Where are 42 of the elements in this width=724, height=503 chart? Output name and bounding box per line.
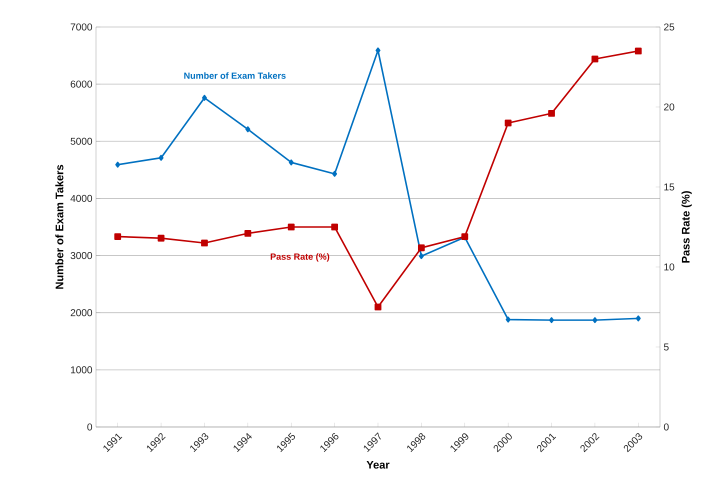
point xyxy=(549,317,554,324)
y-tick-label: 6000 xyxy=(70,80,92,88)
point xyxy=(288,224,295,230)
point xyxy=(506,316,511,323)
y2-tick-label: 0 xyxy=(664,423,669,431)
point xyxy=(114,233,122,240)
point xyxy=(548,110,555,117)
y-tick-label: 3000 xyxy=(70,252,92,260)
point xyxy=(115,162,120,168)
point xyxy=(418,244,425,252)
y2-tick-label: 20 xyxy=(664,103,674,111)
point xyxy=(374,304,382,310)
point xyxy=(158,234,164,242)
y-axis-title: Number of Exam Takers xyxy=(55,164,64,289)
y2-tick-label: 10 xyxy=(664,263,674,271)
point xyxy=(504,120,512,126)
y-tick-label: 7000 xyxy=(70,23,92,31)
y-tick-label: 1000 xyxy=(70,366,92,374)
point xyxy=(245,126,250,132)
y2-tick-label: 15 xyxy=(664,183,674,190)
point xyxy=(288,159,294,166)
point xyxy=(158,154,164,161)
point xyxy=(331,224,338,230)
y2-tick-label: 25 xyxy=(664,23,674,31)
text: Number of Exam Takers xyxy=(184,72,286,79)
point xyxy=(592,56,598,62)
point xyxy=(201,240,208,246)
point xyxy=(418,253,424,260)
point xyxy=(244,230,252,237)
point xyxy=(592,317,598,324)
y-tick-label: 4000 xyxy=(70,194,92,202)
point xyxy=(332,170,338,177)
point xyxy=(636,315,641,322)
y2-axis-title: Pass Rate (%) xyxy=(682,191,692,263)
y2-tick-label: 5 xyxy=(664,343,669,350)
y-tick-label: 5000 xyxy=(70,138,92,145)
y-tick-label: 0 xyxy=(87,423,92,431)
point xyxy=(202,94,207,101)
point xyxy=(634,48,642,54)
y-tick-label: 2000 xyxy=(70,309,92,316)
x-axis-title: Year xyxy=(366,460,390,469)
series-label: Pass Rate (%) xyxy=(270,253,330,262)
